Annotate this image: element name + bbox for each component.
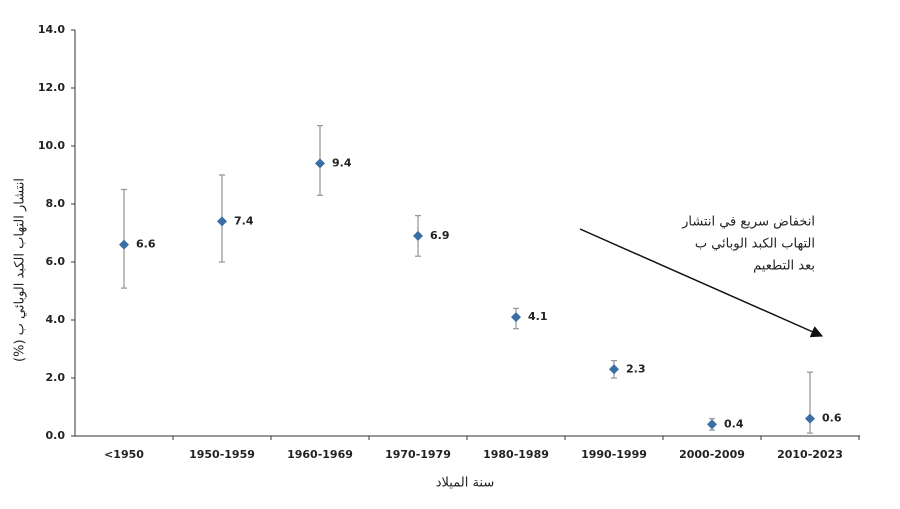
- y-tick-label: 12.0: [38, 81, 65, 94]
- x-tick-label: 1950-1959: [189, 448, 255, 461]
- point: [609, 364, 619, 375]
- value-label: 6.6: [136, 238, 156, 251]
- annotation: انخفاض سريع في انتشار: [681, 215, 815, 230]
- annotation-arrow: [579, 228, 824, 338]
- y-tick-label: 4.0: [46, 313, 66, 326]
- x-tick-label: 2000-2009: [679, 448, 745, 461]
- y-tick-label: 8.0: [46, 197, 66, 210]
- point: [805, 413, 815, 424]
- point: [511, 312, 521, 323]
- x-tick-label: 2010-2023: [777, 448, 843, 461]
- x-axis-title: سنة الميلاد: [436, 476, 494, 491]
- y-tick-label: 6.0: [46, 255, 66, 268]
- x-tick-label: 1990-1999: [581, 448, 647, 461]
- x-tick-label: <1950: [104, 448, 144, 461]
- annotation: بعد التطعيم: [753, 259, 815, 274]
- value-label: 2.3: [626, 362, 646, 375]
- y-axis-title: انتشار التهاب الكبد الوبائي ب (%): [13, 178, 28, 362]
- point: [119, 239, 129, 250]
- point: [315, 158, 325, 169]
- value-label: 0.4: [724, 417, 744, 430]
- point: [707, 419, 717, 430]
- x-tick-label: 1980-1989: [483, 448, 549, 461]
- point: [413, 230, 423, 241]
- value-label: 4.1: [528, 310, 548, 323]
- x-tick-label: 1960-1969: [287, 448, 353, 461]
- annotation: التهاب الكبد الوبائي ب: [695, 237, 815, 252]
- x-tick-label: 1970-1979: [385, 448, 451, 461]
- y-tick-label: 14.0: [38, 23, 65, 36]
- y-tick-label: 10.0: [38, 139, 65, 152]
- point: [217, 216, 227, 227]
- value-label: 6.9: [430, 229, 450, 242]
- value-label: 0.6: [822, 412, 842, 425]
- y-tick-label: 0.0: [46, 429, 66, 442]
- value-label: 7.4: [234, 214, 254, 227]
- y-tick-label: 2.0: [46, 371, 66, 384]
- value-label: 9.4: [332, 156, 352, 169]
